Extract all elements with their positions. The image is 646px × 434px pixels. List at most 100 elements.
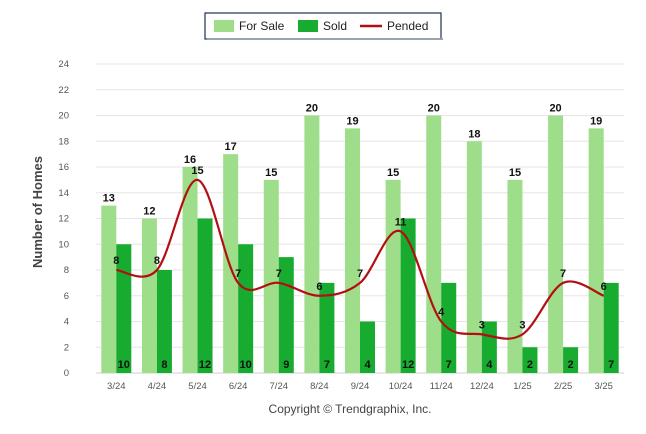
label-for-sale-8-24: 20 bbox=[306, 103, 318, 115]
label-pended-1-25: 3 bbox=[519, 319, 525, 331]
y-tick-22: 22 bbox=[58, 85, 69, 96]
label-for-sale-12-24: 18 bbox=[468, 128, 480, 140]
y-tick-8: 8 bbox=[64, 265, 69, 276]
label-pended-2-25: 7 bbox=[560, 268, 566, 280]
bar-for-sale-9-24 bbox=[345, 128, 360, 373]
y-tick-0: 0 bbox=[64, 368, 69, 379]
x-tick-9-24: 9/24 bbox=[351, 381, 370, 392]
x-tick-2-25: 2/25 bbox=[554, 381, 573, 392]
bar-for-sale-1-25 bbox=[507, 179, 523, 373]
legend-label-sold: Sold bbox=[323, 19, 347, 33]
x-tick-3-24: 3/24 bbox=[107, 381, 126, 392]
legend-swatch-sold bbox=[298, 20, 318, 32]
x-tick-12-24: 12/24 bbox=[470, 381, 494, 392]
x-axis-ticks: 3/24 4/24 5/24 6/24 7/24 8/24 9/24 10/24 11/24 12… bbox=[107, 381, 613, 392]
label-pended-8-24: 6 bbox=[316, 281, 322, 293]
y-tick-20: 20 bbox=[58, 111, 69, 122]
x-tick-11-24: 11/24 bbox=[430, 381, 453, 392]
y-tick-16: 16 bbox=[58, 162, 69, 173]
y-tick-10: 10 bbox=[58, 239, 69, 250]
y-tick-12: 12 bbox=[58, 214, 69, 225]
copyright-credit: Copyright © Trendgraphix, Inc. bbox=[269, 402, 432, 416]
bar-for-sale-8-24 bbox=[304, 115, 320, 373]
label-for-sale-7-24: 15 bbox=[265, 167, 277, 179]
bars bbox=[101, 115, 619, 373]
bar-for-sale-7-24 bbox=[263, 179, 279, 373]
label-pended-6-24: 7 bbox=[235, 268, 241, 280]
bar-sold-9-24 bbox=[360, 321, 375, 373]
line-pended bbox=[116, 178, 605, 340]
label-sold-3-24: 10 bbox=[118, 359, 130, 371]
label-sold-1-25: 2 bbox=[527, 359, 533, 371]
bar-for-sale-3-24 bbox=[101, 205, 117, 373]
legend: For Sale Sold Pended bbox=[204, 12, 443, 40]
y-tick-18: 18 bbox=[58, 136, 69, 147]
label-pended-11-24: 4 bbox=[438, 307, 445, 319]
label-sold-5-24: 12 bbox=[199, 359, 211, 371]
label-pended-10-24: 11 bbox=[395, 216, 407, 228]
label-sold-10-24: 12 bbox=[402, 359, 414, 371]
label-pended-5-24: 15 bbox=[191, 165, 203, 177]
bar-sold-2-25 bbox=[563, 347, 579, 373]
label-for-sale-1-25: 15 bbox=[509, 167, 521, 179]
label-for-sale-4-24: 12 bbox=[143, 206, 155, 218]
label-for-sale-6-24: 17 bbox=[225, 141, 237, 153]
label-pended-7-24: 7 bbox=[276, 268, 282, 280]
y-tick-4: 4 bbox=[64, 317, 69, 328]
bar-sold-3-25 bbox=[603, 282, 619, 373]
bar-for-sale-4-24 bbox=[141, 218, 157, 373]
label-pended-3-24: 8 bbox=[113, 255, 119, 267]
legend-box bbox=[204, 12, 442, 40]
x-tick-7-24: 7/24 bbox=[270, 381, 289, 392]
x-tick-10-24: 10/24 bbox=[389, 381, 413, 392]
bar-sold-1-25 bbox=[522, 347, 538, 373]
y-tick-6: 6 bbox=[64, 291, 69, 302]
y-tick-14: 14 bbox=[58, 188, 69, 199]
label-sold-3-25: 7 bbox=[608, 359, 614, 371]
label-sold-2-25: 2 bbox=[568, 359, 574, 371]
label-sold-9-24: 4 bbox=[364, 359, 371, 371]
bar-for-sale-3-25 bbox=[588, 128, 604, 373]
label-sold-8-24: 7 bbox=[324, 359, 330, 371]
data-labels: 13 10 12 8 16 12 17 10 15 9 20 7 19 4 15 12 20 7 18 4 15 2 20 2… bbox=[103, 103, 615, 372]
bar-sold-4-24 bbox=[156, 270, 172, 373]
bar-sold-10-24 bbox=[400, 218, 416, 373]
label-pended-4-24: 8 bbox=[154, 255, 160, 267]
bar-for-sale-6-24 bbox=[223, 154, 239, 373]
label-for-sale-11-24: 20 bbox=[428, 103, 440, 115]
x-tick-5-24: 5/24 bbox=[188, 381, 207, 392]
bar-for-sale-11-24 bbox=[426, 115, 442, 373]
label-sold-11-24: 7 bbox=[446, 359, 452, 371]
label-sold-6-24: 10 bbox=[240, 359, 252, 371]
bar-sold-6-24 bbox=[238, 244, 254, 373]
label-pended-3-25: 6 bbox=[601, 281, 607, 293]
y-tick-24: 24 bbox=[58, 59, 69, 70]
legend-shadow bbox=[207, 38, 443, 40]
legend-swatch-for-sale bbox=[214, 20, 234, 32]
bar-sold-3-24 bbox=[116, 244, 132, 373]
pended-line bbox=[116, 178, 605, 340]
label-for-sale-3-25: 19 bbox=[590, 115, 602, 127]
label-for-sale-9-24: 19 bbox=[346, 115, 358, 127]
x-tick-4-24: 4/24 bbox=[148, 381, 167, 392]
x-tick-8-24: 8/24 bbox=[310, 381, 329, 392]
label-pended-9-24: 7 bbox=[357, 268, 363, 280]
legend-label-for-sale: For Sale bbox=[239, 19, 285, 33]
bar-for-sale-12-24 bbox=[466, 141, 482, 373]
x-tick-1-25: 1/25 bbox=[513, 381, 532, 392]
label-sold-7-24: 9 bbox=[283, 359, 289, 371]
label-pended-12-24: 3 bbox=[479, 319, 485, 331]
bar-for-sale-10-24 bbox=[385, 179, 401, 373]
label-for-sale-2-25: 20 bbox=[549, 103, 561, 115]
bar-sold-5-24 bbox=[197, 218, 213, 373]
bar-for-sale-5-24 bbox=[182, 167, 198, 373]
label-for-sale-3-24: 13 bbox=[103, 193, 115, 205]
x-tick-6-24: 6/24 bbox=[229, 381, 248, 392]
label-for-sale-5-24: 16 bbox=[184, 154, 196, 166]
bar-for-sale-2-25 bbox=[548, 115, 564, 373]
label-for-sale-10-24: 15 bbox=[387, 167, 399, 179]
x-tick-3-25: 3/25 bbox=[594, 381, 613, 392]
y-axis-label: Number of Homes bbox=[30, 156, 45, 268]
